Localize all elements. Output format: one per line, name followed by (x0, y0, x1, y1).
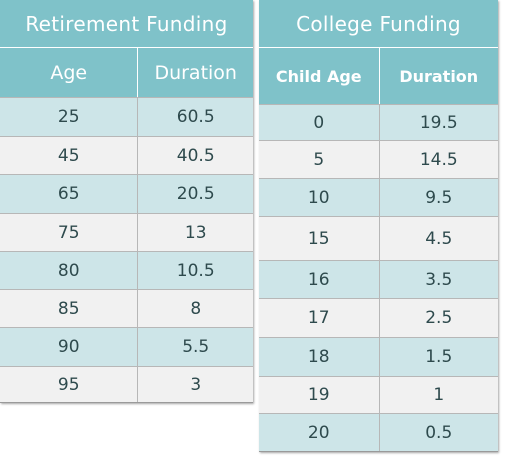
retirement-header-age: Age (0, 48, 139, 97)
retirement-age-cell: 75 (0, 214, 139, 251)
table-row: 20 0.5 (259, 413, 498, 452)
table-row: 16 3.5 (259, 260, 498, 298)
college-duration-cell: 3.5 (425, 269, 453, 290)
retirement-header-row: Age Duration (0, 48, 253, 97)
college-age-cell: 19 (259, 377, 380, 413)
retirement-age-cell: 80 (0, 252, 139, 289)
retirement-age-cell: 95 (0, 367, 139, 403)
college-funding-table: College Funding Child Age Duration 0 19.5… (259, 0, 498, 452)
college-duration-cell: 1 (433, 385, 445, 405)
retirement-header-duration: Duration (154, 61, 237, 84)
retirement-age-cell: 85 (0, 290, 139, 327)
college-header-child-age: Child Age (259, 48, 380, 104)
table-row: 18 1.5 (259, 337, 498, 376)
retirement-duration-cell: 5.5 (182, 337, 210, 357)
college-duration-cell: 4.5 (425, 228, 453, 249)
table-row: 95 3 (0, 366, 253, 403)
retirement-age-cell: 90 (0, 328, 139, 366)
table-row: 85 8 (0, 289, 253, 327)
college-duration-cell: 2.5 (425, 308, 453, 328)
college-duration-cell: 9.5 (425, 187, 453, 208)
table-row: 5 14.5 (259, 140, 498, 178)
retirement-age-cell: 25 (0, 98, 139, 136)
retirement-duration-cell: 40.5 (176, 145, 215, 166)
retirement-duration-cell: 13 (184, 222, 207, 243)
college-age-cell: 17 (259, 299, 380, 337)
retirement-duration-cell: 20.5 (176, 184, 215, 204)
college-header-duration: Duration (399, 66, 479, 86)
retirement-funding-table: Retirement Funding Age Duration 25 60.5 45… (0, 0, 253, 403)
college-age-cell: 18 (259, 338, 380, 376)
table-row: 19 1 (259, 376, 498, 413)
table-row: 17 2.5 (259, 298, 498, 337)
table-row: 25 60.5 (0, 97, 253, 136)
retirement-table-title: Retirement Funding (0, 0, 253, 48)
table-bottom-border (259, 451, 498, 452)
college-age-cell: 15 (259, 217, 380, 260)
table-row: 90 5.5 (0, 327, 253, 366)
college-duration-cell: 0.5 (425, 423, 453, 443)
college-header-row: Child Age Duration (259, 48, 498, 104)
table-row: 65 20.5 (0, 174, 253, 213)
retirement-age-cell: 65 (0, 175, 139, 213)
college-age-cell: 16 (259, 261, 380, 298)
retirement-duration-cell: 8 (190, 298, 202, 319)
college-duration-cell: 1.5 (425, 347, 453, 367)
college-age-cell: 10 (259, 179, 380, 216)
table-row: 0 19.5 (259, 104, 498, 140)
retirement-duration-cell: 10.5 (176, 260, 215, 281)
college-age-cell: 0 (259, 105, 380, 140)
college-duration-cell: 19.5 (419, 112, 458, 133)
retirement-duration-cell: 60.5 (176, 107, 215, 127)
retirement-duration-cell: 3 (190, 375, 202, 395)
retirement-age-cell: 45 (0, 137, 139, 174)
table-bottom-border (0, 402, 253, 403)
college-table-title: College Funding (259, 0, 498, 48)
college-duration-cell: 14.5 (419, 149, 458, 170)
table-row: 10 9.5 (259, 178, 498, 216)
table-row: 80 10.5 (0, 251, 253, 289)
college-age-cell: 5 (259, 141, 380, 178)
college-age-cell: 20 (259, 414, 380, 452)
table-row: 45 40.5 (0, 136, 253, 174)
table-row: 75 13 (0, 213, 253, 251)
table-row: 15 4.5 (259, 216, 498, 260)
